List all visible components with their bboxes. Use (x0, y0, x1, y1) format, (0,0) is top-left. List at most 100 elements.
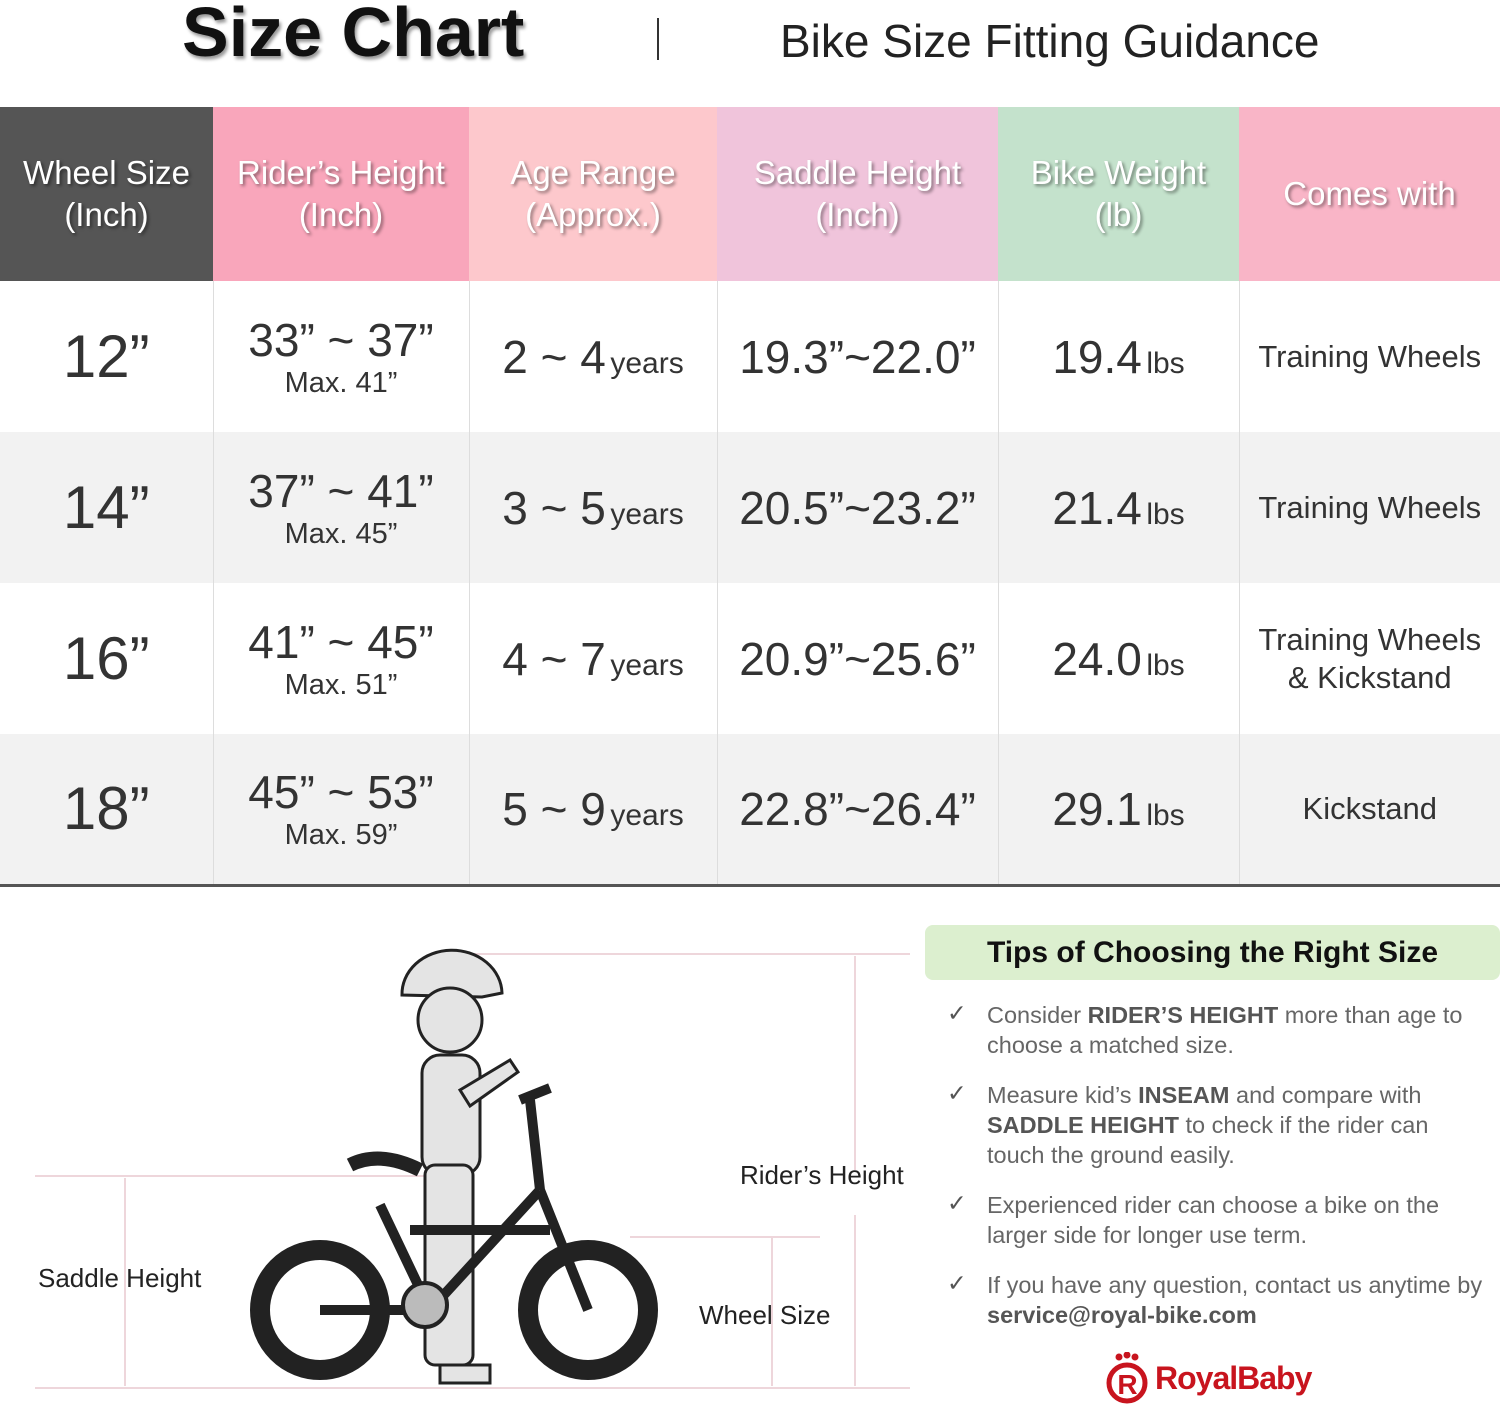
age-range: 4 ~ 7 (502, 632, 606, 685)
header-line1: Age Range (510, 154, 676, 191)
size-table: Wheel Size (Inch) Rider’s Height (Inch) Age … (0, 107, 1500, 887)
weight-cell: 29.1 lbs (997, 734, 1239, 887)
age-unit: years (610, 346, 684, 380)
age-cell: 5 ~ 9 years (468, 734, 717, 887)
column-header: Age Range (Approx.) (469, 107, 717, 281)
rider-max-height: Max. 41” (284, 367, 398, 399)
rider-height: 41” ~ 45” (248, 616, 434, 668)
rider-height-cell: 33” ~ 37” Max. 41” (212, 281, 469, 432)
page-subtitle: Bike Size Fitting Guidance (780, 15, 1320, 67)
column-header: Wheel Size (Inch) (0, 107, 213, 281)
comes-with-line1: Training Wheels (1258, 489, 1482, 525)
age-cell: 4 ~ 7 years (468, 583, 717, 734)
check-icon: ✓ (947, 1000, 967, 1026)
rider-height-cell: 45” ~ 53” Max. 59” (212, 734, 469, 887)
check-icon: ✓ (947, 1270, 967, 1296)
tip-text: Measure kid’s (987, 1082, 1139, 1108)
header-line1: Comes with (1283, 175, 1456, 212)
check-icon: ✓ (947, 1190, 967, 1216)
brand-logo: R RoyalBaby (1105, 1352, 1312, 1404)
saddle-cell: 20.9”~25.6” (716, 583, 998, 734)
age-unit: years (610, 648, 684, 682)
bike-weight: 21.4 (1052, 481, 1142, 534)
saddle-cell: 22.8”~26.4” (716, 734, 998, 887)
rider-height-cell: 37” ~ 41” Max. 45” (212, 432, 469, 583)
wheel-size-cell: 12” (0, 281, 213, 432)
tip-emphasis: RIDER’S HEIGHT (1087, 1002, 1279, 1028)
rider-max-height: Max. 51” (284, 669, 398, 701)
saddle-height-label: Saddle Height (38, 1263, 202, 1293)
comes-with-cell: Training Wheels (1238, 281, 1500, 432)
comes-with-cell: Training Wheels (1238, 432, 1500, 583)
header-line1: Saddle Height (753, 154, 962, 191)
weight-unit: lbs (1146, 648, 1185, 682)
age-cell: 2 ~ 4 years (468, 281, 717, 432)
header-line2: (Inch) (298, 196, 384, 233)
comes-with-line1: Training Wheels (1258, 621, 1482, 657)
age-cell: 3 ~ 5 years (468, 432, 717, 583)
tip-emphasis: SADDLE HEIGHT (987, 1112, 1179, 1138)
age-range: 5 ~ 9 (502, 782, 606, 835)
table-row: 14” 37” ~ 41” Max. 45” 3 ~ 5 years 20.5”~… (0, 432, 1500, 583)
weight-cell: 24.0 lbs (997, 583, 1239, 734)
tip-text: and compare with (1229, 1082, 1422, 1108)
bike-weight: 19.4 (1052, 330, 1142, 383)
kid-icon (400, 948, 521, 1385)
comes-with-line1: Training Wheels (1258, 338, 1482, 374)
column-header: Comes with (1239, 107, 1500, 281)
tip-text: more than age to choose a matched size. (987, 1002, 1463, 1058)
comes-with-cell: Kickstand (1238, 734, 1500, 887)
saddle-height: 20.5”~23.2” (739, 481, 976, 534)
wheel-size: 16” (62, 625, 150, 692)
weight-unit: lbs (1146, 798, 1185, 832)
header-line2: (Inch) (815, 196, 900, 233)
wheel-size-cell: 18” (0, 734, 213, 887)
tip-item: ✓ Experienced rider can choose a bike on … (945, 1190, 1485, 1250)
table-row: 18” 45” ~ 53” Max. 59” 5 ~ 9 years 22.8”~… (0, 734, 1500, 887)
bike-weight: 24.0 (1052, 632, 1142, 685)
header-line2: (Approx.) (525, 196, 661, 233)
wheel-size-cell: 16” (0, 583, 213, 734)
saddle-height: 20.9”~25.6” (739, 632, 976, 685)
tips-list: ✓ Consider RIDER’S HEIGHT more than age t… (945, 1000, 1485, 1350)
weight-cell: 19.4 lbs (997, 281, 1239, 432)
bike-weight: 29.1 (1052, 782, 1142, 835)
weight-unit: lbs (1146, 346, 1185, 380)
rider-height-cell: 41” ~ 45” Max. 51” (212, 583, 469, 734)
svg-text:R: R (1117, 1369, 1137, 1400)
column-header: Rider’s Height (Inch) (213, 107, 469, 281)
wheel-size-cell: 14” (0, 432, 213, 583)
saddle-height: 22.8”~26.4” (739, 782, 976, 835)
rider-max-height: Max. 59” (284, 819, 398, 852)
tip-emphasis: INSEAM (1138, 1082, 1230, 1108)
age-unit: years (610, 798, 684, 832)
tip-emphasis: service@royal-bike.com (987, 1302, 1257, 1328)
header-line2: (Inch) (64, 196, 149, 233)
age-range: 2 ~ 4 (502, 330, 606, 383)
table-row: 16” 41” ~ 45” Max. 51” 4 ~ 7 years 20.9”~… (0, 583, 1500, 734)
saddle-cell: 20.5”~23.2” (716, 432, 998, 583)
bike-icon (250, 1083, 658, 1380)
weight-cell: 21.4 lbs (997, 432, 1239, 583)
table-row: 12” 33” ~ 37” Max. 41” 2 ~ 4 years 19.3”~… (0, 281, 1500, 432)
tip-text: Consider (987, 1002, 1088, 1028)
column-header: Saddle Height (Inch) (717, 107, 998, 281)
wheel-size: 14” (62, 474, 150, 541)
tip-text: If you have any question, contact us any… (987, 1272, 1483, 1298)
royalbaby-crown-icon: R (1106, 1352, 1148, 1404)
tip-text: to check if the rider can touch the grou… (987, 1112, 1429, 1168)
wheel-size: 12” (62, 323, 150, 390)
brand-name: RoyalBaby (1155, 1359, 1312, 1396)
comes-with-cell: Training Wheels & Kickstand (1238, 583, 1500, 734)
tip-item: ✓ If you have any question, contact us an… (945, 1270, 1485, 1330)
age-unit: years (610, 497, 684, 531)
header-line1: Rider’s Height (237, 154, 445, 191)
rider-max-height: Max. 45” (284, 518, 398, 550)
comes-with-line1: Kickstand (1302, 790, 1437, 826)
saddle-cell: 19.3”~22.0” (716, 281, 998, 432)
header-line2: (lb) (1094, 196, 1143, 233)
rider-height: 37” ~ 41” (248, 465, 434, 517)
title-divider (657, 18, 659, 60)
age-range: 3 ~ 5 (502, 481, 606, 534)
rider-height: 33” ~ 37” (248, 314, 434, 366)
